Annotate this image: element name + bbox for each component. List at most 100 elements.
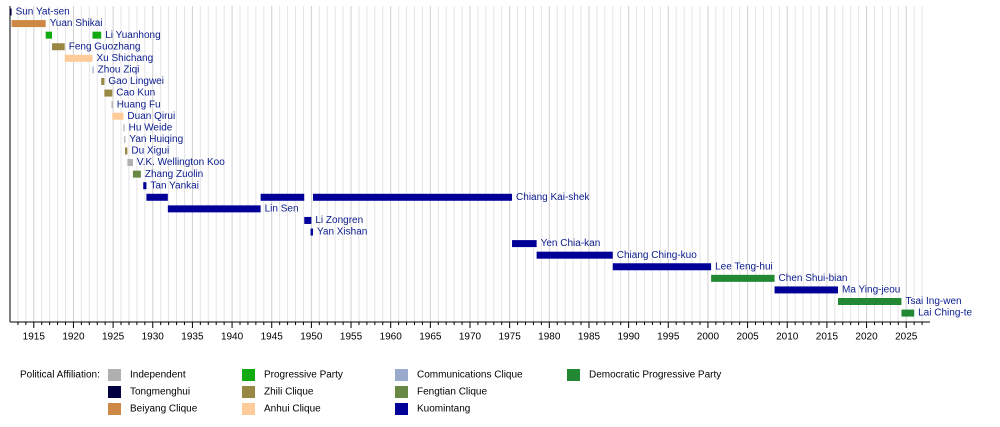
row-label: Li Zongren <box>315 215 363 226</box>
row-label: Ma Ying-jeou <box>842 285 900 296</box>
legend-label: Zhili Clique <box>264 387 314 398</box>
x-tick-label: 1960 <box>380 332 403 343</box>
x-tick-label: 2010 <box>776 332 799 343</box>
x-tick-label: 2020 <box>855 332 878 343</box>
row-label: Lee Teng-hui <box>715 261 773 272</box>
term-bar <box>123 124 125 132</box>
row-label: Zhang Zuolin <box>145 169 203 180</box>
x-tick-label: 1940 <box>221 332 244 343</box>
legend-label: Communications Clique <box>417 370 523 381</box>
legend-label: Independent <box>130 370 186 381</box>
row-label: V.K. Wellington Koo <box>137 157 225 168</box>
term-bar <box>127 159 133 167</box>
legend-label: Beiyang Clique <box>130 404 198 415</box>
term-bar <box>11 20 46 28</box>
x-tick-label: 1935 <box>181 332 204 343</box>
row-label: Xu Shichang <box>96 53 153 64</box>
row-label: Lai Ching-te <box>918 308 972 319</box>
x-tick-label: 2005 <box>736 332 759 343</box>
row-label: Chiang Ching-kuo <box>617 250 697 261</box>
term-bar <box>774 286 838 294</box>
legend-swatch <box>242 403 255 415</box>
row-label: Du Xigui <box>131 146 169 157</box>
term-bar <box>310 228 313 236</box>
term-bar <box>312 193 513 201</box>
term-bar <box>124 135 126 143</box>
x-tick-label: 2025 <box>895 332 918 343</box>
term-bar <box>104 89 113 97</box>
x-tick-label: 1995 <box>657 332 680 343</box>
x-tick-label: 1925 <box>102 332 125 343</box>
term-bar <box>111 101 113 109</box>
x-tick-label: 1970 <box>459 332 482 343</box>
legend-swatch <box>242 386 255 398</box>
term-bar <box>92 31 102 39</box>
x-tick-label: 2015 <box>816 332 839 343</box>
row-label: Lin Sen <box>265 204 299 215</box>
term-bar <box>612 263 712 271</box>
row-label: Yan Xishan <box>317 227 367 238</box>
x-tick-label: 1920 <box>62 332 85 343</box>
term-bar <box>146 193 168 201</box>
term-bar <box>901 309 915 317</box>
x-tick-label: 1950 <box>300 332 323 343</box>
row-label: Tsai Ing-wen <box>905 296 961 307</box>
legend-label: Progressive Party <box>264 370 343 381</box>
term-bar <box>101 77 105 85</box>
term-bar <box>536 251 613 259</box>
legend-swatch <box>567 369 580 381</box>
legend-label: Fengtian Clique <box>417 387 487 398</box>
legend-label: Tongmenghui <box>130 387 190 398</box>
x-tick-label: 1965 <box>419 332 442 343</box>
x-tick-label: 1985 <box>578 332 601 343</box>
term-bar <box>512 240 537 248</box>
term-bar <box>304 216 312 224</box>
term-bar <box>52 43 65 51</box>
row-label: Cao Kun <box>116 88 155 99</box>
row-label: Yen Chia-kan <box>541 238 601 249</box>
x-tick-label: 1915 <box>23 332 46 343</box>
x-tick-label: 1980 <box>538 332 561 343</box>
row-label: Yan Huiqing <box>129 134 183 145</box>
legend-label: Kuomintang <box>417 404 470 415</box>
row-label: Hu Weide <box>129 122 173 133</box>
term-bar <box>260 193 305 201</box>
x-tick-label: 2000 <box>697 332 720 343</box>
x-tick-label: 1990 <box>617 332 640 343</box>
legend-label: Anhui Clique <box>264 404 321 415</box>
term-bar <box>838 298 902 305</box>
legend-label: Democratic Progressive Party <box>589 370 721 381</box>
legend-swatch <box>108 386 121 398</box>
row-label: Sun Yat-sen <box>16 7 70 18</box>
row-label: Feng Guozhang <box>69 41 141 52</box>
x-tick-label: 1975 <box>499 332 522 343</box>
row-label: Zhou Ziqi <box>98 65 140 76</box>
row-label: Yuan Shikai <box>50 18 103 29</box>
x-tick-label: 1930 <box>142 332 165 343</box>
legend-swatch <box>395 369 408 381</box>
legend-swatch <box>242 369 255 381</box>
row-label: Huang Fu <box>117 99 161 110</box>
legend-swatch <box>395 403 408 415</box>
term-bar <box>10 8 12 16</box>
term-bar <box>711 274 775 282</box>
term-bar <box>92 66 94 74</box>
row-label: Duan Qirui <box>127 111 175 122</box>
legend-swatch <box>108 369 121 381</box>
row-label: Gao Lingwei <box>108 76 164 87</box>
term-bar <box>125 147 128 155</box>
row-label: Li Yuanhong <box>105 30 160 41</box>
x-tick-label: 1955 <box>340 332 363 343</box>
term-bar <box>64 54 93 62</box>
x-tick-label: 1945 <box>261 332 284 343</box>
legend-swatch <box>108 403 121 415</box>
term-bar <box>45 31 53 39</box>
row-label: Tan Yankai <box>150 180 199 191</box>
row-label: Chen Shui-bian <box>779 273 848 284</box>
term-bar <box>167 205 261 213</box>
legend-title: Political Affiliation: <box>20 370 100 381</box>
term-bar <box>143 182 147 190</box>
term-bar <box>112 112 124 120</box>
term-bar <box>132 170 141 178</box>
